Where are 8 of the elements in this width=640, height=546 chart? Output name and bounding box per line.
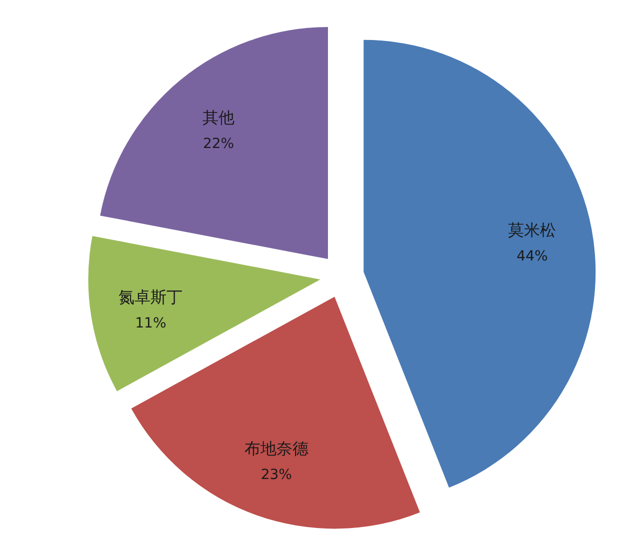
slice-label: 氮卓斯丁 [118, 287, 183, 306]
slice-label: 莫米松 [508, 220, 556, 240]
data-label: 23% [260, 467, 292, 484]
data-label: 22% [202, 136, 234, 152]
slice-label: 其他 [202, 108, 235, 127]
slice-label: 布地奈德 [244, 439, 308, 458]
data-label: 44% [516, 248, 548, 265]
data-label: 11% [135, 315, 166, 332]
